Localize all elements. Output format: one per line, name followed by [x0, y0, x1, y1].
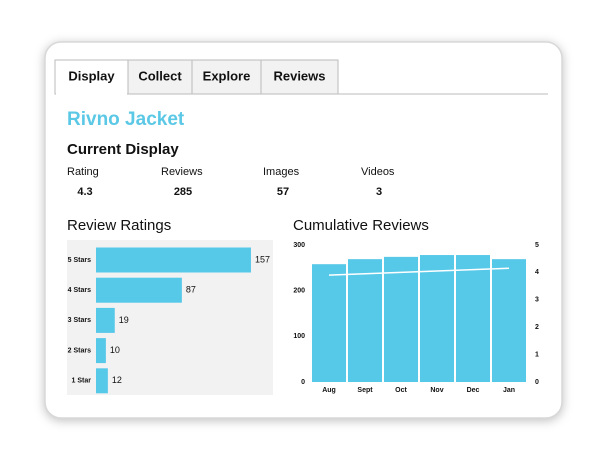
tab-label[interactable]: Collect: [138, 68, 182, 83]
y2-tick-label: 4: [535, 269, 539, 276]
value-label: 87: [186, 285, 196, 295]
bar: [96, 338, 106, 364]
value-label: 12: [112, 375, 122, 385]
cumulative-reviews-chart: 0 100 200 300 0 1 2 3 4 5 Aug Sept Oct Nov Dec Jan: [293, 242, 539, 394]
stat-value: 285: [174, 186, 192, 198]
stat-label: Reviews: [161, 166, 203, 178]
stat-label: Rating: [67, 166, 99, 178]
category-label: 3 Stars: [68, 317, 91, 324]
stat-label: Videos: [361, 166, 395, 178]
bar: [96, 368, 108, 394]
y2-tick-label: 0: [535, 379, 539, 386]
x-tick-label: Dec: [467, 387, 480, 394]
category-label: 1 Star: [72, 378, 92, 385]
x-tick-label: Oct: [395, 387, 407, 394]
x-tick-label: Aug: [322, 387, 336, 394]
review-ratings-chart: 5 Stars 157 4 Stars 87 3 Stars 19 2 Stars 10 1 S…: [68, 247, 270, 394]
y2-tick-label: 1: [535, 351, 539, 358]
value-label: 157: [255, 254, 270, 264]
y2-tick-label: 2: [535, 324, 539, 331]
bar: [96, 307, 115, 333]
tab[interactable]: [54, 59, 129, 95]
tab[interactable]: [191, 59, 262, 95]
line: [328, 267, 510, 276]
y-tick-label: 100: [293, 333, 305, 340]
tab-label[interactable]: Explore: [203, 68, 251, 83]
x-tick-label: Nov: [430, 387, 443, 394]
y-tick-label: 300: [293, 242, 305, 249]
value-label: 19: [119, 315, 129, 325]
tab[interactable]: [127, 59, 193, 95]
tab-label[interactable]: Reviews: [273, 68, 325, 83]
category-label: 2 Stars: [68, 347, 91, 354]
chart-title: Cumulative Reviews: [293, 217, 429, 234]
bar: [492, 259, 526, 382]
stat-value: 3: [376, 186, 382, 198]
stats: Rating 4.3 Reviews 285 Images 57 Videos 3: [67, 166, 395, 198]
chart-title: Review Ratings: [67, 217, 171, 234]
tabs: Display Collect Explore Reviews: [54, 59, 339, 95]
tab-label[interactable]: Display: [68, 68, 115, 83]
bar: [96, 277, 182, 303]
category-label: 4 Stars: [68, 287, 91, 294]
bar: [456, 255, 490, 382]
bar: [384, 256, 418, 382]
y-tick-label: 200: [293, 288, 305, 295]
x-tick-label: Jan: [503, 387, 515, 394]
y2-tick-label: 3: [535, 297, 539, 304]
tab[interactable]: [260, 59, 339, 95]
stat-value: 4.3: [77, 186, 92, 198]
stat-label: Images: [263, 166, 300, 178]
category-label: 5 Stars: [68, 257, 91, 264]
y-tick-label: 0: [301, 379, 305, 386]
value-label: 10: [110, 345, 120, 355]
bar: [348, 259, 382, 382]
product-title: Rivno Jacket: [67, 109, 185, 130]
bar: [420, 255, 454, 382]
stat-value: 57: [277, 186, 289, 198]
bar: [96, 247, 251, 273]
y2-tick-label: 5: [535, 242, 539, 249]
x-tick-label: Sept: [357, 387, 373, 394]
bar: [312, 264, 346, 382]
section-title: Current Display: [67, 141, 179, 158]
